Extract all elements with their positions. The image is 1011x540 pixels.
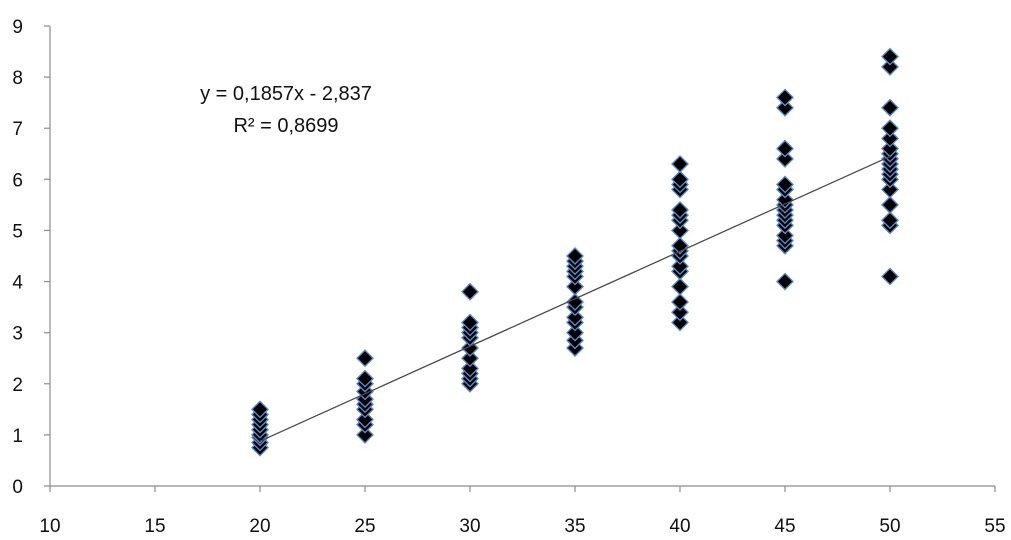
y-tick-label: 3 <box>12 324 23 345</box>
y-tick-label: 7 <box>12 119 23 140</box>
data-point <box>566 277 584 296</box>
y-tick-label: 4 <box>12 273 23 294</box>
data-point <box>881 211 899 230</box>
data-point <box>671 313 689 332</box>
data-point <box>251 400 269 419</box>
data-point <box>356 410 374 429</box>
x-tick-label: 30 <box>459 516 480 537</box>
data-point <box>881 98 899 117</box>
trendline <box>259 155 891 442</box>
data-point <box>776 139 794 158</box>
data-point <box>881 195 899 214</box>
x-tick-label: 35 <box>564 516 585 537</box>
y-tick-label: 1 <box>12 426 23 447</box>
data-point <box>671 303 689 322</box>
data-point <box>356 425 374 444</box>
data-point <box>776 175 794 194</box>
x-tick-label: 25 <box>354 516 375 537</box>
data-point <box>356 369 374 388</box>
x-axis-ticks: 10 15 20 25 30 35 40 45 50 55 <box>39 486 1006 537</box>
data-point <box>881 47 899 66</box>
y-tick-label: 6 <box>12 170 23 191</box>
data-point <box>776 190 794 209</box>
y-tick-label: 8 <box>12 68 23 89</box>
data-point <box>776 149 794 168</box>
data-point <box>356 349 374 368</box>
x-tick-label: 10 <box>39 516 60 537</box>
x-tick-label: 55 <box>984 516 1005 537</box>
data-point <box>671 293 689 311</box>
data-point <box>566 293 584 311</box>
data-point <box>671 277 689 296</box>
data-point <box>671 155 689 173</box>
x-tick-label: 45 <box>774 516 795 537</box>
data-point <box>566 308 584 327</box>
data-point <box>671 201 689 219</box>
data-point <box>776 272 794 291</box>
data-point <box>671 221 689 240</box>
data-point <box>671 257 689 276</box>
data-points <box>251 47 899 457</box>
data-point <box>461 282 479 301</box>
y-axis-ticks: 0 1 2 3 4 5 6 7 8 9 <box>12 17 50 498</box>
data-point <box>776 98 794 117</box>
data-point <box>776 88 794 107</box>
y-tick-label: 9 <box>12 17 23 38</box>
data-point <box>881 119 899 138</box>
y-tick-label: 2 <box>12 375 23 396</box>
x-tick-label: 15 <box>144 516 165 537</box>
x-tick-label: 50 <box>879 516 900 537</box>
y-tick-label: 5 <box>12 221 23 242</box>
data-point <box>776 226 794 245</box>
data-point <box>566 247 584 265</box>
data-point <box>461 359 479 378</box>
data-point <box>881 129 899 148</box>
x-tick-label: 20 <box>249 516 270 537</box>
trendline-equation: y = 0,1857x - 2,837 <box>200 83 372 105</box>
r-squared-label: R² = 0,8699 <box>233 115 338 137</box>
data-point <box>566 323 584 342</box>
y-tick-label: 0 <box>12 477 23 498</box>
data-point <box>671 170 689 189</box>
data-point <box>461 349 479 368</box>
data-point <box>881 57 899 76</box>
data-point <box>461 313 479 332</box>
data-point <box>881 180 899 199</box>
x-tick-label: 40 <box>669 516 690 537</box>
data-point <box>881 267 899 286</box>
